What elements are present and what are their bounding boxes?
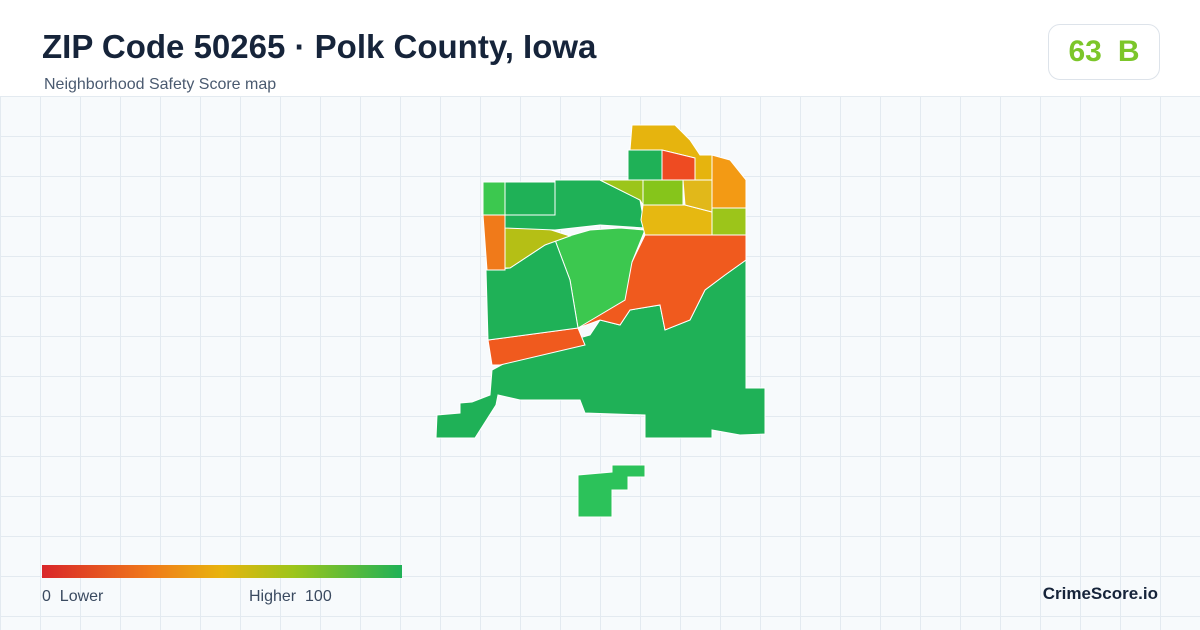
legend-min-value: 0 <box>42 588 51 605</box>
area <box>627 149 663 181</box>
area <box>482 181 506 216</box>
area <box>711 154 747 209</box>
legend-max: Higher 100 <box>249 588 332 606</box>
area <box>577 464 646 518</box>
legend-max-value: 100 <box>305 588 332 605</box>
area <box>577 234 747 331</box>
score-value: 63 <box>1068 35 1102 68</box>
area <box>642 179 684 206</box>
legend-min: 0 Lower <box>42 588 103 606</box>
title: ZIP Code 50265 · Polk County, Iowa <box>42 28 597 65</box>
area <box>661 149 696 181</box>
brand: CrimeScore.io <box>1042 584 1158 603</box>
legend-max-label: Higher <box>249 588 297 605</box>
area <box>504 181 556 216</box>
score-grade: B <box>1117 35 1140 68</box>
legend-min-label: Lower <box>59 588 104 605</box>
subtitle: Neighborhood Safety Score map <box>44 76 277 93</box>
legend-gradient <box>42 565 402 578</box>
area <box>482 214 506 271</box>
score-badge: 63 B <box>1048 24 1160 80</box>
area <box>711 207 747 236</box>
